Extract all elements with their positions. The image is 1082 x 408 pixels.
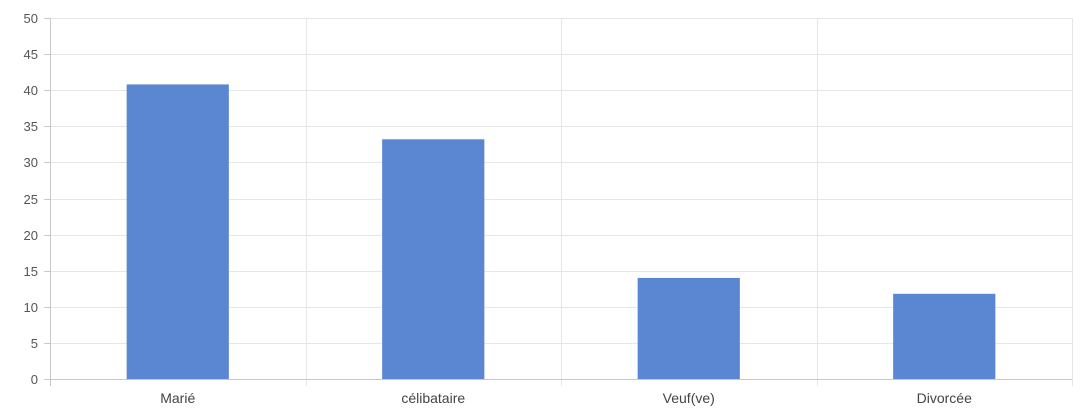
- bar-1[interactable]: [382, 139, 485, 379]
- y-tick-label: 20: [24, 228, 38, 243]
- y-tick-label: 25: [24, 192, 38, 207]
- y-tick-label: 40: [24, 83, 38, 98]
- axis-layer: [44, 18, 1072, 386]
- x-category-label: Marié: [160, 390, 195, 406]
- bar-2[interactable]: [637, 277, 740, 379]
- y-tick-label: 30: [24, 155, 38, 170]
- x-category-label: célibataire: [401, 390, 465, 406]
- label-layer: 0 5 10 15 20 25 30 35 40 45 50 Marié célibataire Veuf…: [24, 11, 973, 406]
- y-tick-label: 10: [24, 300, 38, 315]
- bar-layer: [126, 84, 996, 379]
- y-tick-label: 0: [31, 372, 38, 387]
- y-tick-label: 45: [24, 47, 38, 62]
- bar-0[interactable]: [126, 84, 229, 379]
- y-tick-label: 50: [24, 11, 38, 26]
- x-category-label: Veuf(ve): [663, 390, 715, 406]
- bar-3[interactable]: [893, 293, 996, 379]
- x-category-label: Divorcée: [917, 390, 972, 406]
- y-tick-label: 5: [31, 336, 38, 351]
- y-tick-label: 35: [24, 119, 38, 134]
- y-tick-label: 15: [24, 264, 38, 279]
